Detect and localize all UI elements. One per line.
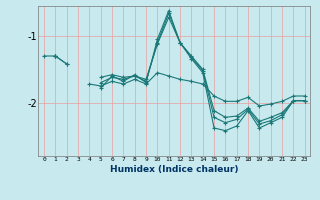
- X-axis label: Humidex (Indice chaleur): Humidex (Indice chaleur): [110, 165, 239, 174]
